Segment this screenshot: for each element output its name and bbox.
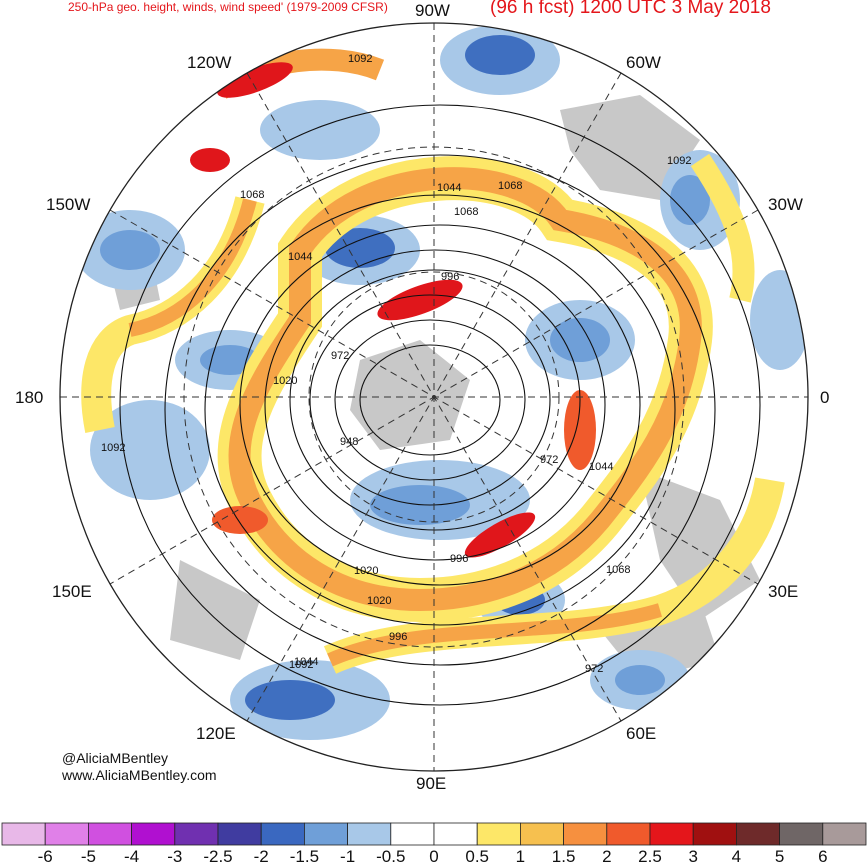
contour-labels: 1092 1068 1044 1020 996 972 948 1044 1068 1092 972… [101,53,691,675]
contour-label: 972 [540,454,558,466]
colorbar-tick-label: 4 [732,847,741,865]
contour-label: 1068 [454,206,478,218]
colorbar-swatch [563,822,608,846]
colorbar-tick-label: 0 [429,847,438,865]
map-title-right: (96 h fcst) 1200 UTC 3 May 2018 [490,0,771,18]
colorbar-swatch [520,822,565,846]
colorbar-swatch [217,822,262,846]
colorbar-tick-label: -2 [254,847,269,865]
lon-label-30e: 30E [768,582,798,601]
colorbar-swatch [88,822,133,846]
colorbar-tick-label: 0.5 [465,847,489,865]
colorbar-swatch [303,822,348,846]
contour-label: 1092 [348,53,372,65]
lon-label-180: 180 [15,388,43,407]
colorbar-tick-label: -6 [38,847,53,865]
colorbar-ticks: -6 -5 -4 -3 -2.5 -2 -1.5 -1 -0.5 0 0.5 1 1.5 2 2.5 3 4 5 6 [38,847,828,865]
contour-label: 1092 [667,155,691,167]
contour-label: 1068 [240,189,264,201]
colorbar-tick-label: -4 [124,847,139,865]
contour-label: 1044 [437,182,461,194]
lon-label-60e: 60E [626,724,656,743]
colorbar-swatch [131,822,176,846]
lon-label-120e: 120E [196,724,236,743]
colorbar-swatch [606,822,651,846]
lon-label-30w: 30W [768,195,803,214]
contour-label: 996 [450,553,468,565]
colorbar-tick-label: 5 [775,847,784,865]
colorbar-swatch [433,822,478,846]
colorbar-tick-label: 2 [602,847,611,865]
colorbar-tick-label: -0.5 [376,847,405,865]
contour-label: 1020 [367,595,391,607]
longitude-labels: 90W 60W 30W 0 30E 60E 90E 120E 150E 180 … [15,1,829,793]
colorbar-tick-label: 2.5 [638,847,662,865]
colorbar-swatch [347,822,392,846]
contour-label: 1020 [273,375,297,387]
positive-anomaly-fill [81,48,785,674]
contour-label: 948 [340,436,358,448]
height-contours [119,104,761,706]
jet-maxima [190,62,596,558]
colorbar-swatch [174,822,219,846]
contour-label: 972 [585,663,603,675]
colorbar-tick-label: -5 [81,847,96,865]
colorbar-swatch [260,822,305,846]
colorbar-swatch [822,822,867,846]
credit-handle: @AliciaMBentley [62,750,169,766]
colorbar [1,822,867,846]
colorbar-tick-label: -1.5 [290,847,319,865]
lon-label-150w: 150W [46,195,90,214]
map-fields [60,23,808,771]
colorbar-swatch [44,822,89,846]
contour-label: 996 [441,271,459,283]
contour-label: 1044 [294,656,318,668]
contour-label: 1068 [498,180,522,192]
graticule [60,23,808,771]
credit-website: www.AliciaMBentley.com [62,767,217,783]
contour-label: 1092 [289,659,313,671]
colorbar-tick-label: 1 [516,847,525,865]
contour-label: 972 [331,350,349,362]
lon-label-60w: 60W [626,53,661,72]
contour-label: 1020 [354,565,378,577]
contour-label: 1092 [101,442,125,454]
colorbar-swatch [779,822,824,846]
colorbar-tick-label: -3 [167,847,182,865]
lon-label-0: 0 [820,388,829,407]
map-title-left: 250-hPa geo. height, winds, wind speed' … [68,0,388,14]
contour-label: 1068 [606,564,630,576]
colorbar-tick-label: 6 [818,847,827,865]
colorbar-swatch [390,822,435,846]
colorbar-tick-label: -2.5 [203,847,232,865]
colorbar-tick-label: -1 [340,847,355,865]
lon-label-90w: 90W [415,1,450,20]
lon-label-150e: 150E [52,582,92,601]
contour-label: 1044 [589,461,613,473]
colorbar-swatch [736,822,781,846]
colorbar-swatch [649,822,694,846]
map-outline [59,22,809,772]
contour-label: 996 [389,631,407,643]
colorbar-tick-label: 3 [688,847,697,865]
colorbar-tick-label: 1.5 [552,847,576,865]
colorbar-swatch [692,822,737,846]
colorbar-swatch [1,822,46,846]
lon-label-90e: 90E [416,774,446,793]
contour-label: 1044 [288,251,312,263]
colorbar-swatch [476,822,521,846]
lon-label-120w: 120W [187,53,231,72]
